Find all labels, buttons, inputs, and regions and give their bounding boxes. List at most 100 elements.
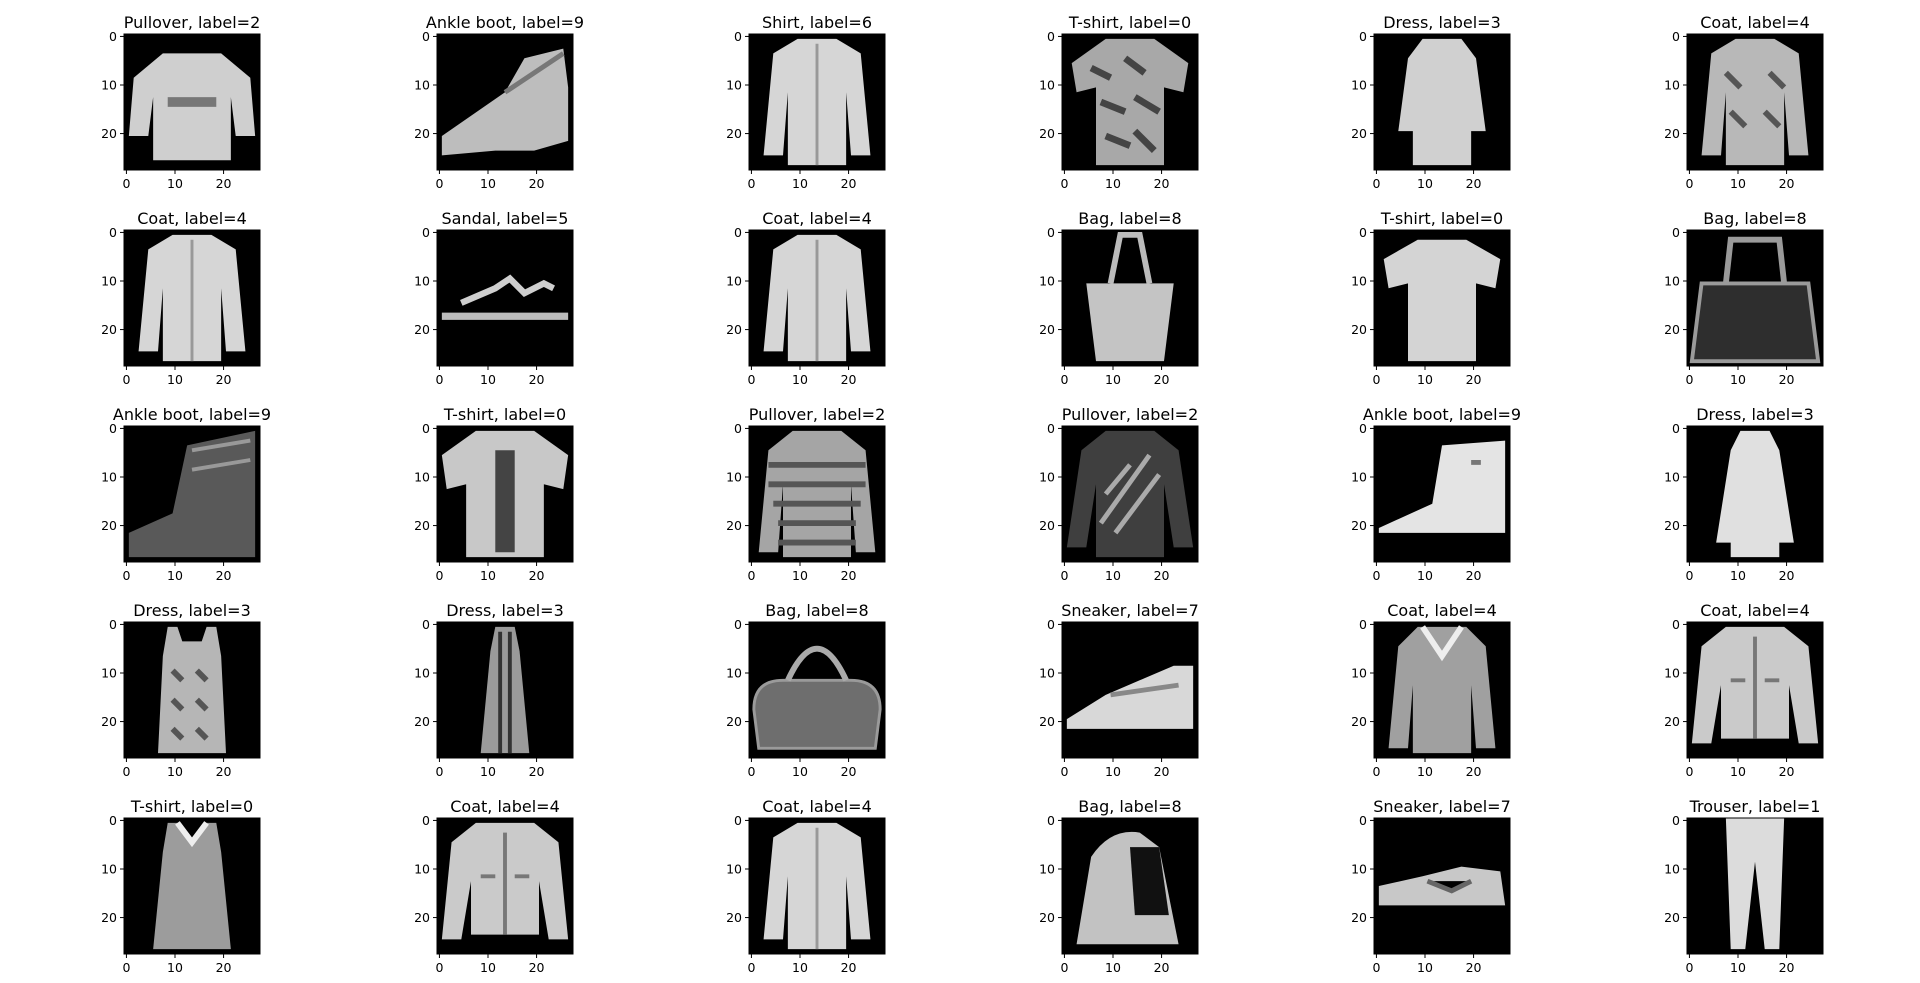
- subplot-panel: Trouser, label=1 0 10 20 0 10 20: [1664, 797, 1824, 975]
- x-tick-label: 0: [1372, 176, 1380, 191]
- subplot-panel: Coat, label=4 0 10 20 0 10 20: [1664, 13, 1824, 191]
- subplot-title: T-shirt, label=0: [130, 797, 253, 816]
- clothing-image: [752, 646, 882, 750]
- subplot-title: Coat, label=4: [1700, 13, 1810, 32]
- y-tick-label: 20: [1664, 518, 1680, 533]
- axes-frame: [123, 817, 261, 955]
- y-tick-label: 20: [1664, 126, 1680, 141]
- y-tick-label: 10: [1351, 862, 1367, 877]
- y-tick-label: 20: [414, 518, 430, 533]
- y-tick-label: 20: [1351, 126, 1367, 141]
- x-tick-label: 10: [792, 176, 808, 191]
- subplot-title: Dress, label=3: [1383, 13, 1501, 32]
- garment-detail: [768, 461, 866, 546]
- axes-frame: [1373, 425, 1511, 563]
- subplot-title: Dress, label=3: [133, 601, 251, 620]
- y-tick-label: 0: [734, 421, 742, 436]
- x-tick-label: 10: [1417, 568, 1433, 583]
- subplot-panel: Pullover, label=2 0 10 20 0 10 20: [101, 13, 261, 191]
- subplot-title: T-shirt, label=0: [1380, 209, 1503, 228]
- garment-shape: [1398, 38, 1486, 166]
- y-tick-label: 20: [1664, 910, 1680, 925]
- subplot-panel: Sneaker, label=7 0 10 20 0 10 20: [1039, 601, 1199, 779]
- axes-frame: [436, 229, 574, 367]
- subplot-panel: Coat, label=4 0 10 20 0 10 20: [101, 209, 261, 387]
- axes-frame: [1373, 229, 1511, 367]
- y-tick-label: 10: [1664, 470, 1680, 485]
- clothing-image: [441, 822, 569, 940]
- axes-frame: [1373, 33, 1511, 171]
- x-tick-label: 0: [1372, 372, 1380, 387]
- y-tick-label: 10: [414, 78, 430, 93]
- axes-frame: [1373, 817, 1511, 955]
- y-tick-label: 10: [726, 862, 742, 877]
- x-tick-label: 20: [841, 372, 857, 387]
- y-tick-label: 10: [1664, 666, 1680, 681]
- clothing-image: [1378, 440, 1506, 533]
- garment-detail: [175, 821, 209, 848]
- x-tick-label: 10: [167, 764, 183, 779]
- x-tick-label: 20: [1466, 176, 1482, 191]
- subplot-panel: Coat, label=4 0 10 20 0 10 20: [726, 797, 886, 975]
- bag-shape: [752, 678, 882, 750]
- axes-frame: [1061, 621, 1199, 759]
- subplot-panel: Dress, label=3 0 10 20 0 10 20: [1351, 13, 1511, 191]
- y-tick-label: 10: [414, 666, 430, 681]
- garment-shape: [1383, 239, 1501, 362]
- y-tick-label: 0: [109, 225, 117, 240]
- subplot-panel: Coat, label=4 0 10 20 0 10 20: [1664, 601, 1824, 779]
- subplot-panel: Sneaker, label=7 0 10 20 0 10 20: [1351, 797, 1511, 975]
- shoe-detail: [460, 274, 555, 306]
- y-tick-label: 0: [109, 617, 117, 632]
- x-tick-label: 20: [1779, 372, 1795, 387]
- clothing-image: [1701, 38, 1809, 166]
- clothing-image: [1716, 430, 1794, 558]
- y-tick-label: 20: [101, 322, 117, 337]
- garment-shape: [158, 626, 226, 754]
- clothing-image: [1388, 625, 1496, 754]
- x-tick-label: 20: [216, 568, 232, 583]
- clothing-image: [128, 430, 256, 558]
- clothing-image: [1086, 231, 1174, 362]
- y-tick-label: 20: [726, 714, 742, 729]
- y-tick-label: 0: [1359, 421, 1367, 436]
- y-tick-label: 20: [101, 518, 117, 533]
- axes-frame: [748, 817, 886, 955]
- x-tick-label: 0: [1685, 568, 1693, 583]
- y-tick-label: 0: [1672, 617, 1680, 632]
- x-tick-label: 10: [1417, 960, 1433, 975]
- axes-frame: [748, 33, 886, 171]
- subplot-title: Sneaker, label=7: [1373, 797, 1511, 816]
- bag-detail: [1722, 236, 1788, 284]
- x-tick-label: 10: [1730, 372, 1746, 387]
- x-tick-label: 10: [1417, 764, 1433, 779]
- x-tick-label: 0: [747, 960, 755, 975]
- x-tick-label: 0: [435, 176, 443, 191]
- y-tick-label: 20: [1039, 518, 1055, 533]
- y-tick-label: 10: [101, 862, 117, 877]
- x-tick-label: 10: [1105, 372, 1121, 387]
- y-tick-label: 0: [422, 813, 430, 828]
- axes-frame: [436, 425, 574, 563]
- clothing-image: [158, 626, 226, 754]
- axes-frame: [1061, 33, 1199, 171]
- subplot-panel: Dress, label=3 0 10 20 0 10 20: [414, 601, 574, 779]
- subplot-panel: Bag, label=8 0 10 20 0 10 20: [1039, 209, 1199, 387]
- garment-detail: [1420, 625, 1464, 662]
- garment-shape: [1388, 626, 1496, 754]
- subplot-panel: T-shirt, label=0 0 10 20 0 10 20: [414, 405, 574, 583]
- subplot-title: Dress, label=3: [1696, 405, 1814, 424]
- y-tick-label: 20: [1039, 910, 1055, 925]
- garment-detail: [1723, 70, 1787, 129]
- shoe-detail: [503, 51, 565, 95]
- x-tick-label: 0: [1060, 372, 1068, 387]
- y-tick-label: 0: [422, 29, 430, 44]
- x-tick-label: 10: [792, 372, 808, 387]
- y-tick-label: 20: [1039, 126, 1055, 141]
- x-tick-label: 20: [529, 960, 545, 975]
- x-tick-label: 10: [1417, 372, 1433, 387]
- y-tick-label: 10: [101, 470, 117, 485]
- x-tick-label: 10: [1730, 568, 1746, 583]
- y-tick-label: 0: [1672, 421, 1680, 436]
